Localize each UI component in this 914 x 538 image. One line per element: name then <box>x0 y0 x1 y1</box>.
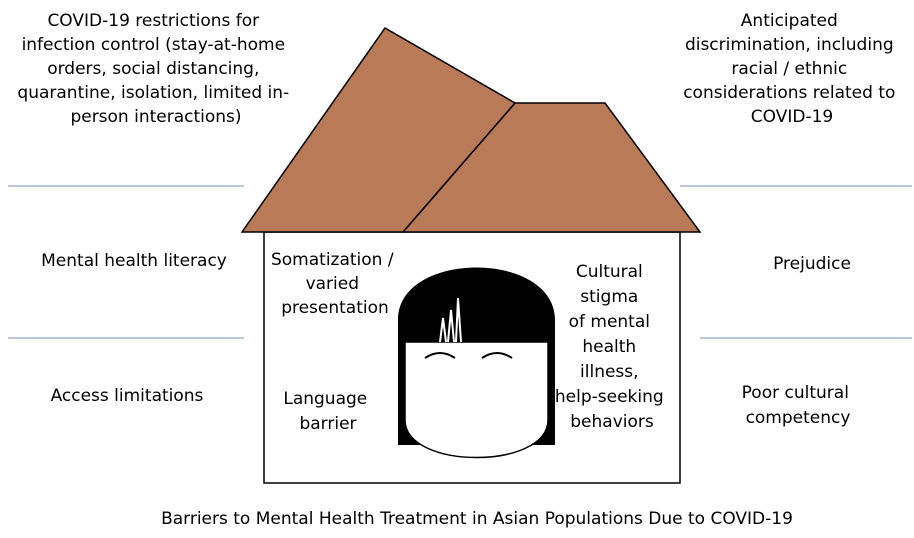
text-line: racial / ethnic <box>731 59 847 79</box>
barrier-text: Poor cultural competency <box>742 383 855 428</box>
barrier-text: Mental health literacy <box>41 251 227 271</box>
barrier-text: COVID-19 restrictions for infection cont… <box>17 11 294 127</box>
text-line: help-seeking <box>555 387 664 407</box>
barrier-text: Anticipated discrimination, including ra… <box>683 11 901 127</box>
text-line: of mental <box>569 312 650 332</box>
face-icon <box>398 268 555 458</box>
text-line: varied <box>306 274 359 294</box>
text-line: discrimination, including <box>685 35 894 55</box>
diagram: COVID-19 restrictions for infection cont… <box>0 0 914 538</box>
barrier-text: Access limitations <box>51 386 204 406</box>
text-line: infection control (stay-at-home <box>22 35 285 55</box>
barrier-text: Prejudice <box>773 254 851 274</box>
text-line: Somatization / <box>271 250 394 270</box>
text-line: health <box>582 337 636 357</box>
text-line: competency <box>746 408 851 428</box>
text-line: orders, social distancing, <box>47 59 259 79</box>
text-line: presentation <box>281 298 389 318</box>
text-line: considerations related to <box>683 83 895 103</box>
text-line: stigma <box>580 287 638 307</box>
caption: Barriers to Mental Health Treatment in A… <box>161 509 793 529</box>
text-line: Language <box>283 389 367 409</box>
text-line: barrier <box>299 414 356 434</box>
text-line: Cultural <box>576 262 643 282</box>
text-line: COVID-19 <box>751 107 833 127</box>
text-line: Anticipated <box>741 11 838 31</box>
text-line: behaviors <box>570 412 654 432</box>
text-line: COVID-19 restrictions for <box>47 11 259 31</box>
text-line: Poor cultural <box>742 383 849 403</box>
text-line: illness, <box>580 362 639 382</box>
text-line: person interactions) <box>70 107 241 127</box>
text-line: quarantine, isolation, limited in- <box>17 83 289 103</box>
